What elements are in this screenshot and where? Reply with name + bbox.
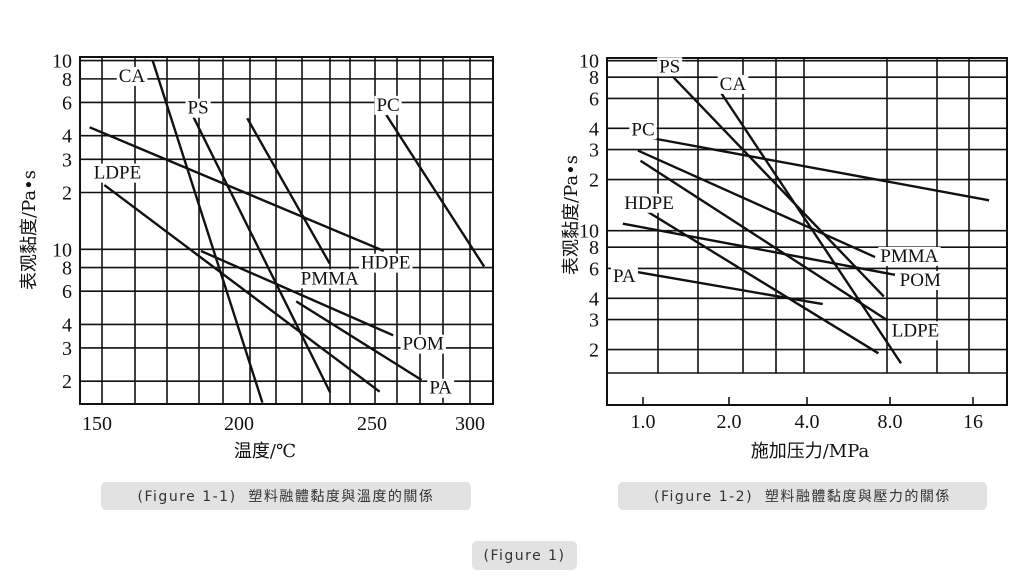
x-tick-label: 2.0 [717, 411, 742, 433]
series-label-background [657, 57, 683, 77]
y-tick-label: 10 [52, 51, 72, 73]
series-label-pc: PC [376, 95, 399, 116]
y-tick-label: 8 [62, 69, 72, 91]
y-tick-label: 3 [589, 310, 599, 332]
x-tick-label: 16 [963, 411, 983, 433]
x-tick-label: 4.0 [795, 411, 820, 433]
x-tick-label: 8.0 [878, 411, 903, 433]
y-axis-label: 表观黏度/Pa•s [561, 155, 582, 275]
series-label-pa: PA [613, 266, 636, 287]
series-line-pmma [246, 117, 331, 265]
series-line-pc [647, 136, 990, 202]
x-tick-label: 250 [357, 413, 387, 435]
series-line-ldpe [639, 159, 888, 321]
y-tick-label: 2 [589, 340, 599, 362]
y-tick-label: 6 [62, 281, 72, 303]
series-line-pom [622, 222, 896, 277]
series-label-background [374, 95, 402, 115]
series-label-hdpe: HDPE [624, 193, 674, 214]
series-line-ps [669, 73, 885, 298]
series-label-ca: CA [720, 74, 747, 95]
series-label-pmma: PMMA [301, 268, 359, 289]
series-label-ldpe: LDPE [892, 320, 940, 341]
y-tick-label: 6 [589, 258, 599, 280]
caption-figure-1-2: (Figure 1-2) 塑料融體黏度與壓力的關係 [618, 482, 987, 510]
series-line-ldpe [103, 184, 381, 393]
series-label-background [185, 98, 211, 118]
series-label-background [427, 378, 455, 398]
caption-figure-1-1: (Figure 1-1) 塑料融體黏度與溫度的關係 [101, 482, 471, 510]
y-tick-label: 4 [62, 126, 72, 148]
series-label-ps: PS [659, 56, 680, 77]
series-label-background [622, 193, 676, 213]
series-label-background [400, 334, 446, 354]
series-label-background [298, 269, 362, 289]
series-label-pa: PA [429, 378, 452, 399]
series-label-pom: POM [900, 270, 941, 291]
series-label-hdpe: HDPE [361, 253, 411, 274]
series-label-background [629, 120, 657, 140]
series-line-ca [151, 60, 264, 403]
y-tick-label: 2 [62, 371, 72, 393]
plot-frame [79, 56, 494, 405]
x-tick-label: 300 [455, 413, 485, 435]
x-tick-label: 150 [82, 413, 112, 435]
y-axis-label: 表观黏度/Pa•s [19, 170, 40, 290]
y-tick-label: 10 [579, 221, 599, 243]
y-tick-label: 8 [589, 237, 599, 259]
y-tick-label: 4 [589, 288, 599, 310]
series-label-background [116, 66, 148, 86]
series-label-ldpe: LDPE [94, 163, 142, 184]
series-line-pom [200, 249, 394, 337]
x-axis-label: 施加压力/MPa [751, 441, 870, 462]
series-label-pc: PC [631, 119, 654, 140]
series-line-pa [295, 300, 423, 381]
series-label-ca: CA [119, 66, 146, 87]
y-tick-label: 2 [589, 170, 599, 192]
x-tick-label: 200 [224, 413, 254, 435]
series-line-pmma [637, 149, 876, 259]
y-tick-label: 8 [62, 258, 72, 280]
x-axis-label: 温度/℃ [234, 441, 296, 462]
series-label-pmma: PMMA [880, 246, 938, 267]
series-label-background [717, 74, 749, 94]
y-tick-label: 10 [52, 239, 72, 261]
y-tick-label: 8 [589, 67, 599, 89]
y-tick-label: 6 [589, 88, 599, 110]
y-tick-label: 10 [579, 51, 599, 73]
series-line-hdpe [647, 210, 880, 355]
x-tick-label: 1.0 [631, 411, 656, 433]
series-label-background [358, 253, 413, 273]
y-tick-label: 6 [62, 92, 72, 114]
series-line-hdpe [89, 126, 385, 253]
series-line-pa [637, 271, 823, 306]
series-line-ps [191, 114, 332, 394]
y-tick-label: 3 [589, 140, 599, 162]
series-label-background [878, 246, 941, 266]
series-label-background [897, 270, 943, 290]
y-tick-label: 4 [62, 314, 72, 336]
series-label-background [91, 163, 144, 183]
y-tick-label: 3 [62, 338, 72, 360]
caption-figure-1: (Figure 1) [472, 541, 577, 570]
series-line-pc [385, 114, 486, 268]
y-tick-label: 4 [589, 118, 599, 140]
series-label-ps: PS [188, 98, 209, 119]
y-tick-label: 2 [62, 182, 72, 204]
series-label-background [611, 266, 638, 286]
series-label-pom: POM [403, 334, 444, 355]
series-label-background [889, 321, 942, 341]
y-tick-label: 3 [62, 149, 72, 171]
